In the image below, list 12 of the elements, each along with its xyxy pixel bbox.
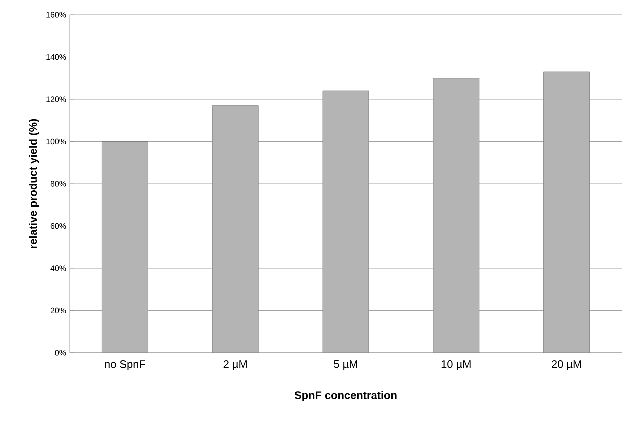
x-tick-label: 10 µM: [442, 360, 471, 370]
bar: [102, 142, 148, 354]
bar: [212, 106, 259, 354]
x-axis-title: SpnF concentration: [294, 391, 397, 402]
x-tick-label: 2 µM: [224, 360, 247, 370]
bar: [322, 90, 370, 354]
x-tick-label: 20 µM: [552, 360, 582, 370]
bar: [433, 78, 480, 354]
y-axis-title: relative product yield (%): [29, 119, 40, 248]
x-tick-label: 5 µM: [334, 360, 358, 370]
x-tick-label: no SpnF: [105, 360, 146, 370]
bar: [544, 72, 590, 354]
